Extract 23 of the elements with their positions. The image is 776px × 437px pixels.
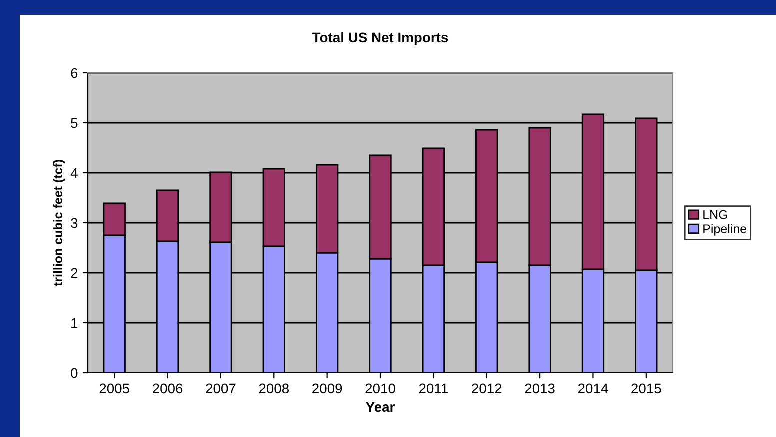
y-tick-label: 0 <box>71 368 78 378</box>
y-tick-label: 3 <box>71 218 78 228</box>
x-tick-label: 2008 <box>259 384 289 394</box>
legend-label: Pipeline <box>704 224 747 236</box>
x-tick-label: 2015 <box>632 384 662 394</box>
y-tick-label: 2 <box>71 268 78 278</box>
x-tick-label: 2009 <box>312 384 342 394</box>
chart-title: Total US Net Imports <box>312 32 448 46</box>
x-tick-label: 2006 <box>153 384 183 394</box>
legend-label: LNG <box>704 210 728 220</box>
y-tick-label: 4 <box>70 168 78 178</box>
x-axis-title: Year <box>366 402 395 412</box>
y-axis-title: trillion cubic feet (tcf) <box>53 160 65 286</box>
y-tick-label: 6 <box>71 68 78 78</box>
x-tick-label: 2013 <box>525 384 555 394</box>
x-tick-label: 2014 <box>578 384 608 394</box>
x-tick-label: 2010 <box>366 384 396 394</box>
x-tick-label: 2011 <box>419 384 448 394</box>
x-tick-label: 2007 <box>206 384 236 394</box>
y-tick-label: 1 <box>72 318 78 328</box>
x-tick-label: 2012 <box>472 384 502 394</box>
y-tick-label: 5 <box>71 118 78 128</box>
x-tick-label: 2005 <box>100 384 130 394</box>
